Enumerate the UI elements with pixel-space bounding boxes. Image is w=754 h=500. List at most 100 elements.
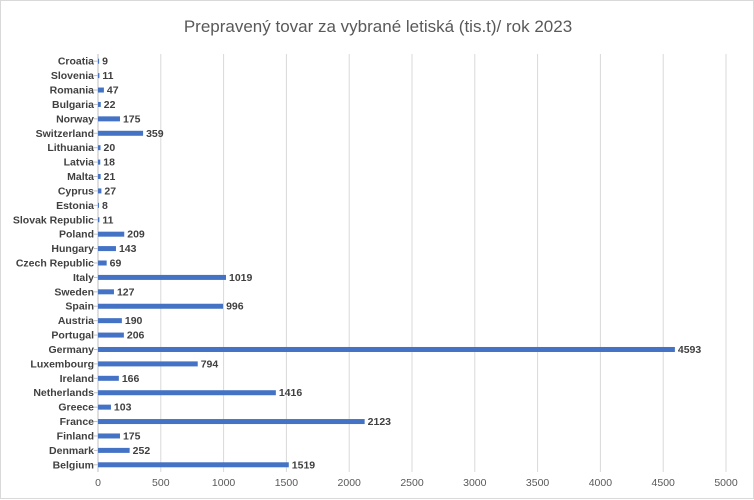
bar xyxy=(98,289,114,295)
data-label: 47 xyxy=(107,85,119,97)
category-label: Hungary xyxy=(51,243,94,255)
data-label: 21 xyxy=(104,171,116,183)
bar xyxy=(98,419,365,425)
bar xyxy=(98,130,144,136)
category-label: Norway xyxy=(56,113,94,125)
bar xyxy=(98,346,675,352)
category-label: Lithuania xyxy=(47,142,94,154)
data-label: 1019 xyxy=(229,272,253,284)
chart-title: Prepravený tovar za vybrané letiská (tis… xyxy=(183,17,573,36)
data-label: 209 xyxy=(127,229,145,241)
data-label: 27 xyxy=(104,185,116,197)
data-label: 252 xyxy=(133,445,151,457)
data-label: 4593 xyxy=(678,344,702,356)
category-label: Spain xyxy=(65,301,94,313)
category-label: Malta xyxy=(67,171,94,183)
category-label: Slovak Republic xyxy=(13,214,94,226)
category-label: Austria xyxy=(58,315,94,327)
data-label: 9 xyxy=(102,56,108,68)
x-tick-label: 3000 xyxy=(463,477,487,489)
bar xyxy=(98,159,101,165)
category-label: Belgium xyxy=(53,459,94,471)
x-tick-label: 1500 xyxy=(275,477,299,489)
x-tick-label: 2000 xyxy=(338,477,362,489)
bar xyxy=(98,202,100,208)
data-label: 794 xyxy=(201,358,219,370)
bar xyxy=(98,58,100,64)
bar xyxy=(98,361,198,367)
bar xyxy=(98,260,107,266)
x-tick-label: 2500 xyxy=(400,477,424,489)
category-label: Netherlands xyxy=(33,387,94,399)
bar xyxy=(98,116,120,122)
data-label: 1416 xyxy=(279,387,303,399)
data-label: 996 xyxy=(226,301,244,313)
data-label: 18 xyxy=(103,157,115,169)
bar xyxy=(98,87,104,93)
bar xyxy=(98,404,111,410)
bar xyxy=(98,303,224,309)
data-label: 8 xyxy=(102,200,108,212)
data-label: 11 xyxy=(102,70,113,82)
data-label: 2123 xyxy=(368,416,392,428)
data-label: 143 xyxy=(119,243,137,255)
bar xyxy=(98,174,101,180)
category-label: Croatia xyxy=(58,56,94,68)
category-label: Czech Republic xyxy=(16,258,94,270)
data-label: 127 xyxy=(117,286,135,298)
bar xyxy=(98,462,289,468)
category-label: France xyxy=(60,416,95,428)
bar xyxy=(98,433,120,439)
data-label: 1519 xyxy=(292,459,316,471)
data-label: 20 xyxy=(104,142,116,154)
category-label: Romania xyxy=(50,85,95,97)
category-label: Luxembourg xyxy=(30,358,94,370)
category-label: Italy xyxy=(73,272,94,284)
bar xyxy=(98,73,100,79)
data-label: 175 xyxy=(123,113,141,125)
x-tick-label: 4000 xyxy=(589,477,613,489)
bar xyxy=(98,217,100,223)
data-label: 190 xyxy=(125,315,143,327)
data-label: 359 xyxy=(146,128,164,140)
category-label: Denmark xyxy=(49,445,94,457)
bar xyxy=(98,231,125,237)
category-label: Finland xyxy=(57,430,94,442)
category-label: Bulgaria xyxy=(52,99,94,111)
category-label: Greece xyxy=(58,402,94,414)
data-label: 166 xyxy=(122,373,140,385)
category-label: Estonia xyxy=(56,200,94,212)
bar xyxy=(98,246,116,252)
x-tick-label: 4500 xyxy=(652,477,676,489)
category-label: Slovenia xyxy=(51,70,94,82)
x-tick-label: 5000 xyxy=(714,477,738,489)
x-tick-label: 500 xyxy=(152,477,170,489)
category-label: Portugal xyxy=(51,330,94,342)
data-label: 103 xyxy=(114,402,132,414)
category-label: Germany xyxy=(48,344,94,356)
x-tick-label: 3500 xyxy=(526,477,550,489)
category-label: Switzerland xyxy=(36,128,94,140)
bar xyxy=(98,318,122,324)
bar xyxy=(98,390,276,396)
category-label: Sweden xyxy=(54,286,94,298)
category-label: Cyprus xyxy=(58,185,94,197)
category-label: Poland xyxy=(59,229,94,241)
category-label: Latvia xyxy=(64,157,95,169)
bar xyxy=(98,188,102,194)
data-label: 206 xyxy=(127,330,145,342)
data-label: 175 xyxy=(123,430,141,442)
bar xyxy=(98,274,226,280)
bar xyxy=(98,145,101,151)
data-label: 22 xyxy=(104,99,116,111)
data-label: 69 xyxy=(110,258,122,270)
bar xyxy=(98,447,130,453)
data-label: 11 xyxy=(102,214,113,226)
x-tick-label: 1000 xyxy=(212,477,236,489)
category-label: Ireland xyxy=(60,373,94,385)
x-tick-label: 0 xyxy=(95,477,101,489)
bar xyxy=(98,101,101,107)
bar xyxy=(98,332,124,338)
